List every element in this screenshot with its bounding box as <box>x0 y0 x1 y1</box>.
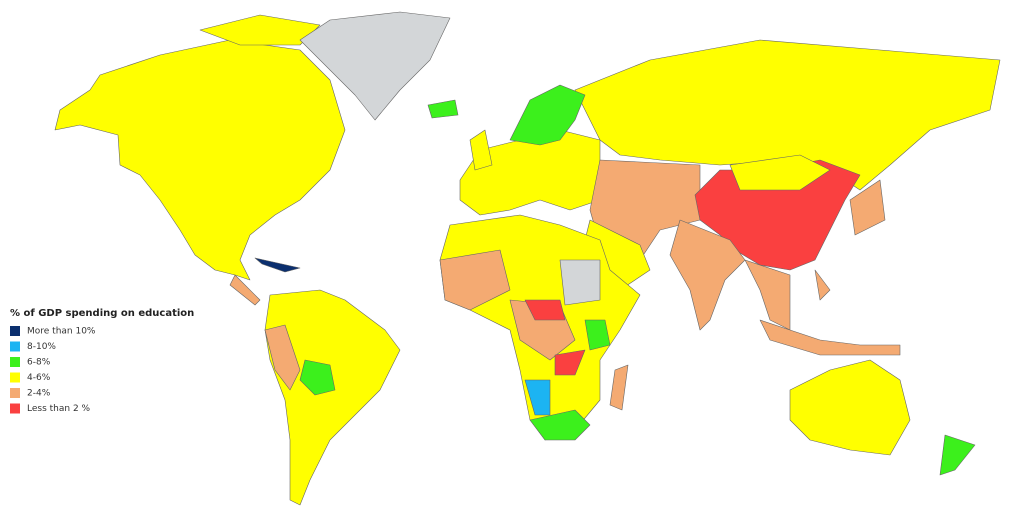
britain <box>469 129 493 171</box>
legend-swatch <box>10 326 20 336</box>
legend-label: 6-8% <box>27 358 51 368</box>
india <box>669 219 746 331</box>
namibia <box>524 379 551 416</box>
bolivia <box>299 359 336 396</box>
indonesia <box>759 319 901 356</box>
madagascar <box>609 364 629 411</box>
australia <box>789 359 911 456</box>
legend-label: 8-10% <box>27 342 56 352</box>
europe <box>459 129 601 216</box>
legend: % of GDP spending on education More than… <box>10 308 194 414</box>
legend-swatch <box>10 403 20 414</box>
southeast-asia <box>744 259 791 331</box>
legend-label: 4-6% <box>27 373 51 383</box>
mongolia <box>729 154 831 191</box>
central-america <box>229 274 261 306</box>
legend-label: Less than 2 % <box>27 404 91 414</box>
legend-swatch <box>10 388 20 398</box>
new-zealand <box>939 434 976 476</box>
philippines <box>814 269 831 301</box>
legend-swatch <box>10 357 20 367</box>
congo <box>524 299 566 321</box>
peru <box>264 324 301 391</box>
south-america <box>264 289 401 506</box>
japan <box>849 179 886 236</box>
legend-title: % of GDP spending on education <box>10 308 194 319</box>
legend-label: More than 10% <box>27 327 96 337</box>
scandinavia <box>509 84 586 146</box>
tanzania <box>584 319 611 351</box>
west-africa <box>439 249 511 311</box>
legend-swatch <box>10 372 20 383</box>
cuba <box>254 257 301 273</box>
southern-africa <box>529 409 591 441</box>
iceland <box>427 99 459 119</box>
zambia <box>554 349 586 376</box>
russia <box>574 39 1001 191</box>
land <box>54 11 1001 506</box>
no-data-region <box>559 259 601 306</box>
legend-label: 2-4% <box>27 389 51 399</box>
legend-swatch <box>10 341 20 352</box>
greenland <box>299 11 451 121</box>
north-america <box>54 39 346 281</box>
